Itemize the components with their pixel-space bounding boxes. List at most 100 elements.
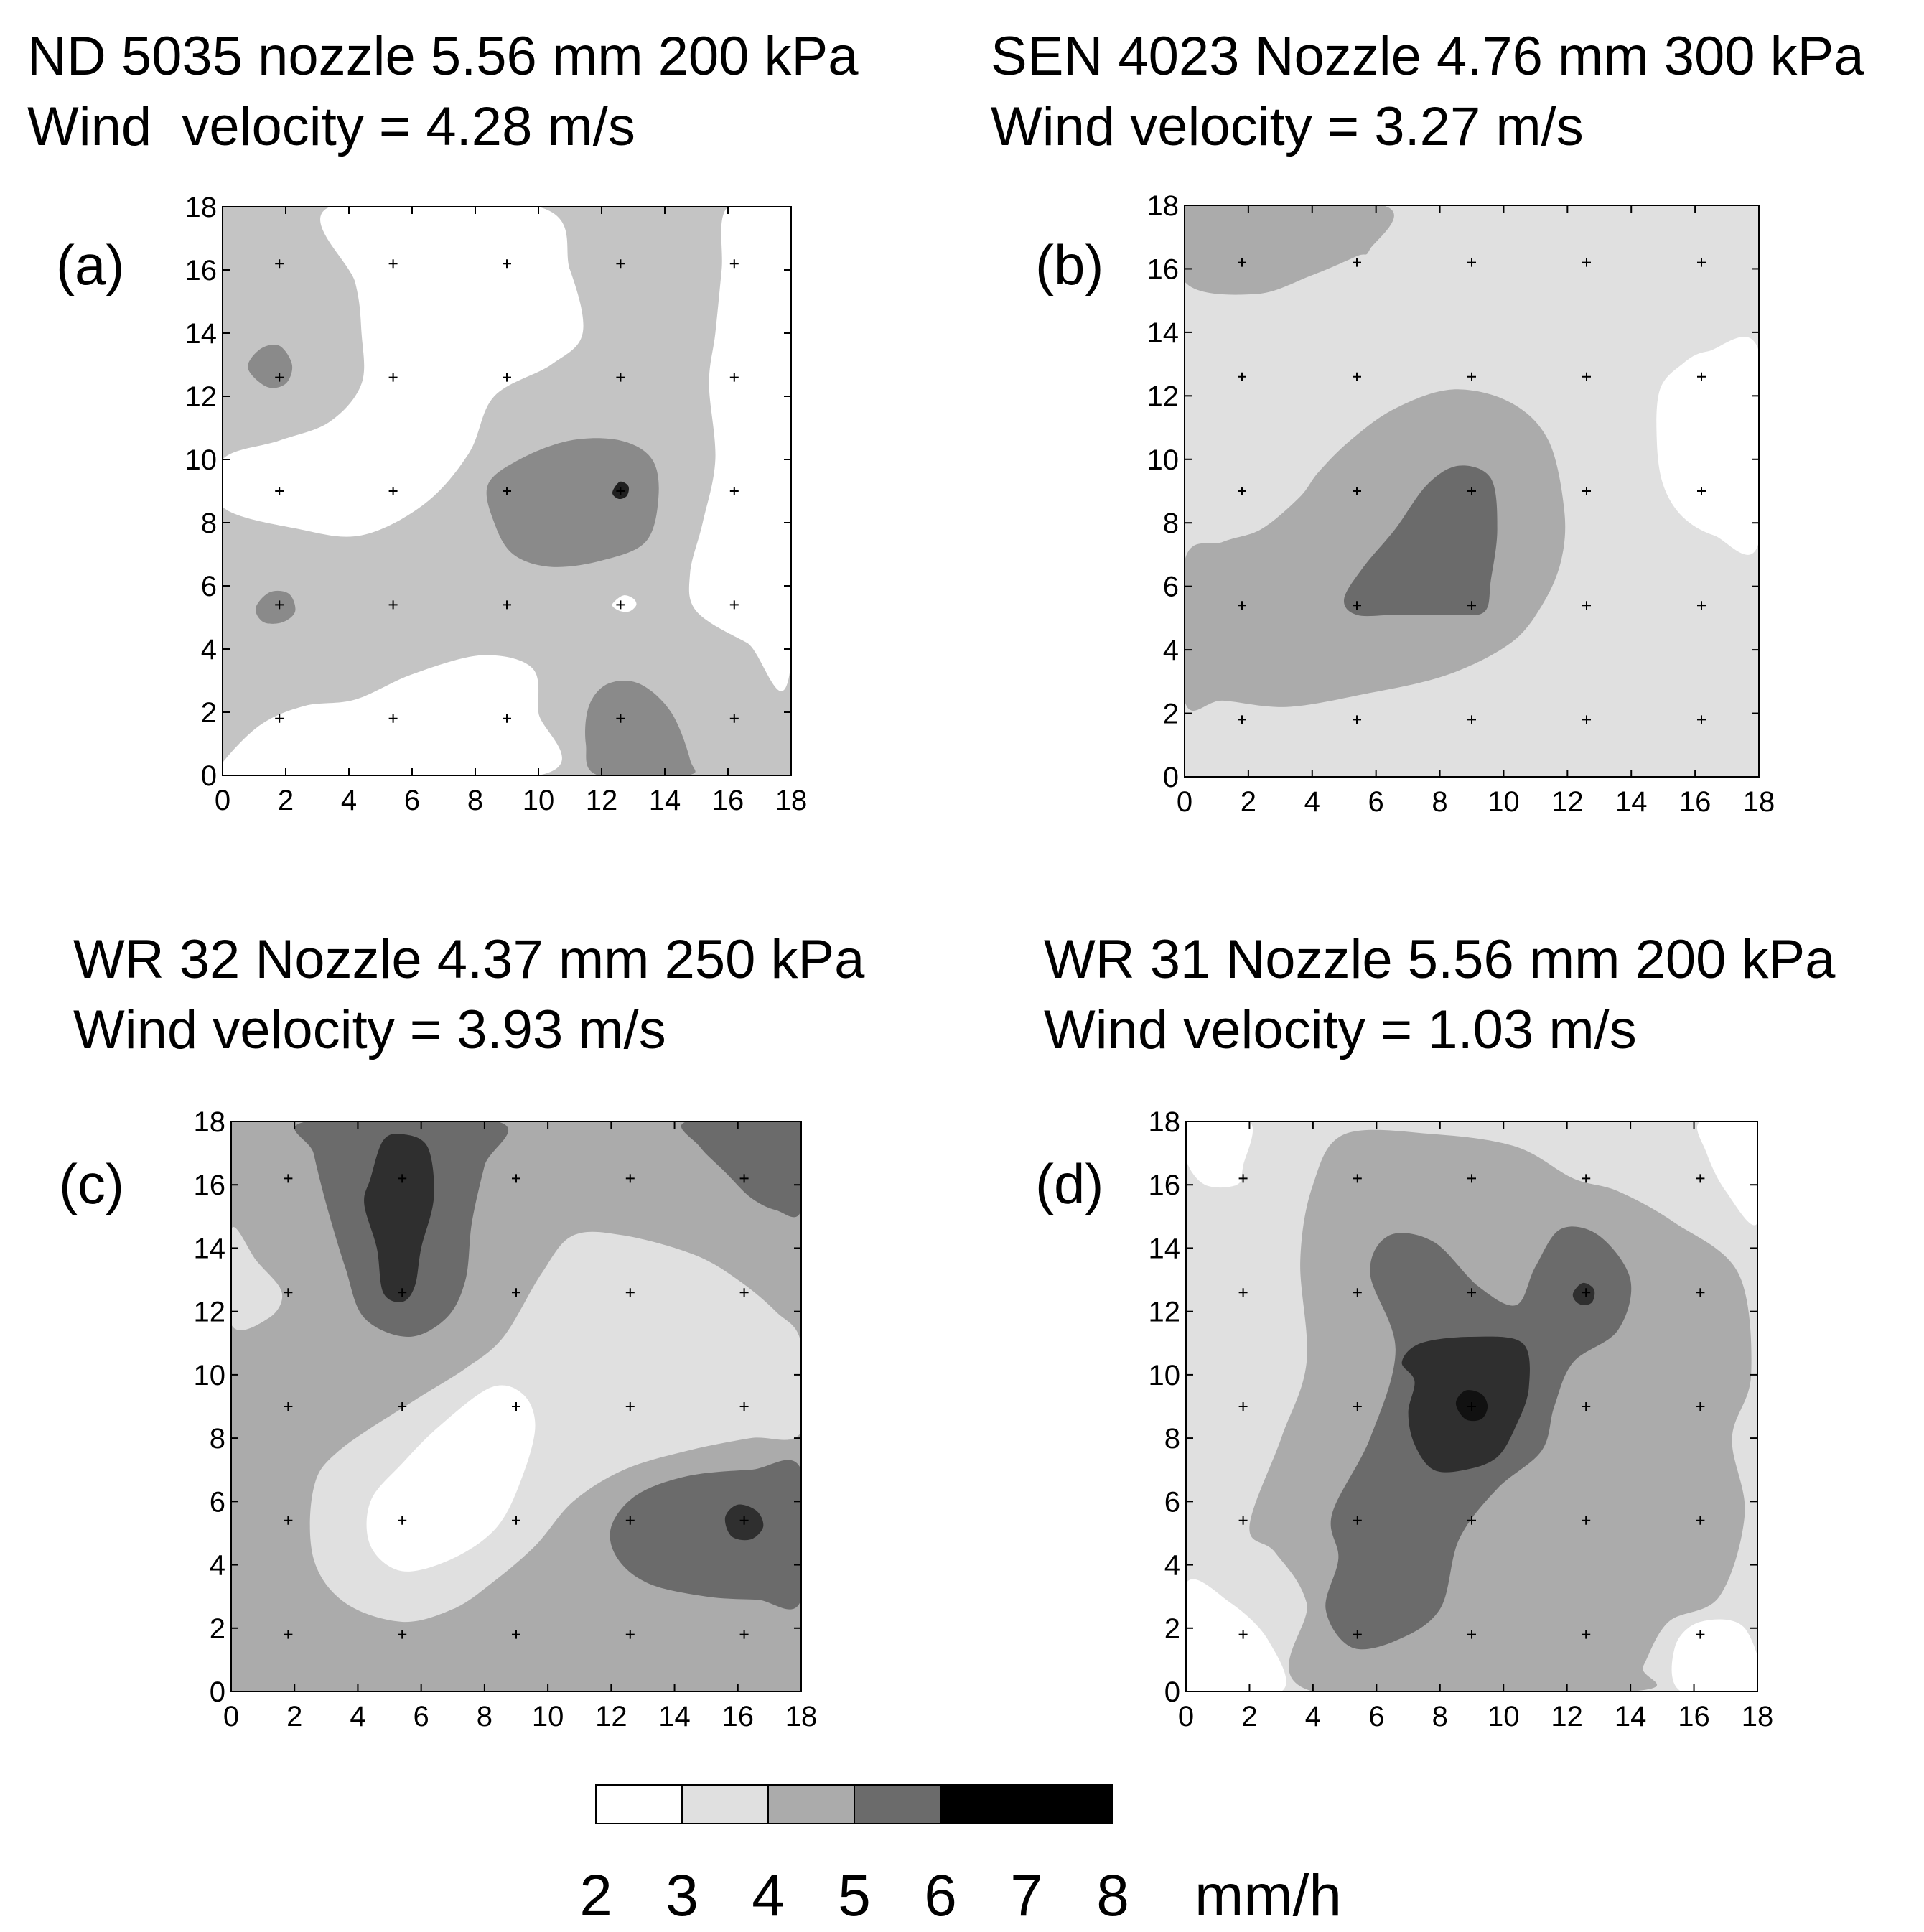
panel-c-sample-marker <box>739 1402 749 1411</box>
panel-d-sample-marker <box>1582 1630 1591 1639</box>
panel-b: SEN 4023 Nozzle 4.76 mm 300 kPa Wind vel… <box>991 26 1864 818</box>
panel-d-x-tick-label: 16 <box>1678 1701 1710 1732</box>
panel-c-sample-marker <box>284 1630 293 1639</box>
panel-c-sample-marker <box>625 1630 635 1639</box>
panel-b-plot: 0 2 4 6 8 10 12 14 16 18 0 2 4 6 8 10 12 14 16 18 <box>1147 190 1775 818</box>
panel-b-contour-region-0 <box>1185 205 1394 295</box>
panel-d-sample-marker <box>1582 1288 1591 1297</box>
panel-d-sample-marker <box>1238 1402 1248 1411</box>
panel-b-x-tick-label: 14 <box>1615 786 1648 818</box>
panel-a-sample-marker <box>503 600 511 610</box>
panel-c-sample-marker <box>284 1288 293 1297</box>
panel-d-x-tick-label: 8 <box>1432 1701 1448 1732</box>
panel-b-frame <box>1184 205 1760 778</box>
panel-d-contour-region-2 <box>1186 1579 1286 1691</box>
legend-unit: mm/h <box>1195 1863 1342 1928</box>
panel-d-y-tick-label: 6 <box>1164 1486 1180 1518</box>
panel-a: ND 5035 nozzle 5.56 mm 200 kPa Wind velo… <box>27 26 859 816</box>
panel-b-x-tick-label: 16 <box>1679 786 1711 818</box>
legend-swatch-0 <box>595 1784 683 1824</box>
panel-a-sample-marker <box>503 259 511 269</box>
panel-d-x-tick-label: 18 <box>1742 1701 1774 1732</box>
panel-c-plot: 0 2 4 6 8 10 12 14 16 18 0 2 4 6 8 10 12 14 16 18 <box>194 1106 818 1732</box>
panel-c-sample-marker <box>398 1516 407 1525</box>
panel-c-y-tick-label: 18 <box>194 1106 226 1138</box>
panel-d-title-line2: Wind velocity = 1.03 m/s <box>1044 999 1637 1060</box>
legend-swatch-3 <box>854 1784 941 1824</box>
panel-a-y-tick-label: 18 <box>185 192 218 223</box>
panel-c-x-tick-label: 12 <box>595 1701 627 1732</box>
panel-b-sample-marker <box>1467 487 1476 495</box>
panel-d-contour-region-3 <box>1671 1619 1757 1691</box>
panel-b-x-tick-label: 8 <box>1432 786 1447 818</box>
panel-a-y-tick-label: 14 <box>185 318 218 350</box>
panel-b-sample-marker <box>1353 258 1361 267</box>
panel-a-sample-marker <box>503 373 511 382</box>
panel-d-sample-marker <box>1467 1630 1476 1639</box>
panel-a-y-tick-label: 0 <box>201 760 217 792</box>
legend-swatch-2 <box>767 1784 855 1824</box>
panel-d-sample-marker <box>1696 1402 1705 1411</box>
panel-c-y-tick-label: 14 <box>194 1233 226 1264</box>
panel-d-y-tick-label: 0 <box>1164 1676 1180 1708</box>
panel-d-y-tick-label: 14 <box>1149 1233 1181 1264</box>
panel-d-x-tick-label: 6 <box>1368 1701 1384 1732</box>
panel-d-x-tick-label: 10 <box>1488 1701 1520 1732</box>
panel-d-sample-marker <box>1353 1402 1362 1411</box>
panel-c-sample-marker <box>284 1174 293 1183</box>
panel-b-x-tick-label: 2 <box>1241 786 1256 818</box>
panel-a-sample-marker <box>503 714 511 723</box>
panel-b-title-line2: Wind velocity = 3.27 m/s <box>991 96 1584 157</box>
panel-a-sample-marker <box>616 487 625 495</box>
panel-b-sample-marker <box>1697 258 1706 267</box>
panel-c: WR 32 Nozzle 4.37 mm 250 kPa Wind veloci… <box>59 929 865 1732</box>
panel-b-contour-region-3 <box>1344 465 1498 617</box>
panel-c-sample-marker <box>398 1288 407 1297</box>
panel-a-contour-region-3 <box>612 595 637 612</box>
panel-c-y-tick-label: 4 <box>210 1550 225 1582</box>
panel-d-sample-marker <box>1467 1288 1476 1297</box>
panel-d-sample-marker <box>1582 1402 1591 1411</box>
panel-d-x-tick-label: 14 <box>1615 1701 1647 1732</box>
panel-d-sample-marker <box>1467 1402 1476 1411</box>
panel-d-sample-marker <box>1582 1174 1591 1183</box>
panel-c-frame <box>230 1121 802 1692</box>
panel-d-sample-marker <box>1353 1174 1362 1183</box>
panel-a-sample-marker <box>729 259 739 269</box>
panel-c-y-tick-label: 16 <box>194 1170 226 1201</box>
panel-b-title-line1: SEN 4023 Nozzle 4.76 mm 300 kPa <box>991 26 1864 87</box>
panel-d-sample-marker <box>1467 1174 1476 1183</box>
panel-c-sample-marker <box>284 1402 293 1411</box>
panel-a-y-tick-label: 10 <box>185 444 218 476</box>
panel-a-x-tick-label: 0 <box>215 785 230 816</box>
panel-a-sample-marker <box>275 259 284 269</box>
panel-d-sample-marker <box>1238 1288 1248 1297</box>
panel-a-x-tick-label: 2 <box>278 785 294 816</box>
panel-b-y-tick-label: 10 <box>1147 444 1180 476</box>
panel-a-label: (a) <box>56 233 124 297</box>
panel-c-x-tick-label: 0 <box>223 1701 239 1732</box>
panel-d-sample-marker <box>1696 1174 1705 1183</box>
panel-c-contour-region-1 <box>681 1121 801 1218</box>
panel-b-x-tick-label: 10 <box>1488 786 1520 818</box>
panel-a-title-line2: Wind velocity = 4.28 m/s <box>27 96 635 157</box>
panel-c-contour-region-6 <box>364 1133 434 1302</box>
panel-a-x-tick-label: 12 <box>586 785 618 816</box>
panel-c-x-tick-label: 4 <box>350 1701 365 1732</box>
panel-d-sample-marker <box>1353 1630 1362 1639</box>
panel-a-frame <box>222 206 792 776</box>
panel-d-frame <box>1185 1121 1758 1692</box>
panel-a-sample-marker <box>729 600 739 610</box>
panel-c-y-tick-label: 2 <box>210 1613 225 1645</box>
panel-c-sample-marker <box>625 1516 635 1525</box>
panel-b-sample-marker <box>1353 372 1361 381</box>
panel-d-sample-marker <box>1238 1516 1248 1525</box>
panel-a-y-tick-label: 8 <box>201 508 217 539</box>
panel-a-x-tick-label: 4 <box>341 785 357 816</box>
panel-a-contour-region-6 <box>255 590 296 624</box>
panel-d: WR 31 Nozzle 5.56 mm 200 kPa Wind veloci… <box>1035 929 1836 1732</box>
panel-b-sample-marker <box>1238 258 1246 267</box>
panel-b-sample-marker <box>1467 258 1476 267</box>
